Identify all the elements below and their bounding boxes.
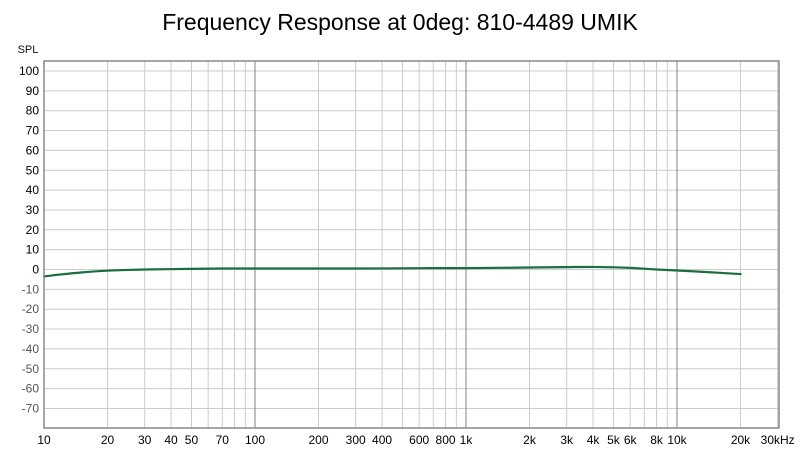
x-tick-label: 800 — [436, 433, 456, 447]
y-tick-label: -70 — [22, 401, 40, 415]
x-tick-label: 30kHz — [761, 433, 795, 447]
y-tick-label: 50 — [26, 163, 40, 177]
y-tick-label: 10 — [26, 243, 40, 257]
y-tick-label: 30 — [26, 203, 40, 217]
y-tick-label: -50 — [22, 362, 40, 376]
y-tick-label: 60 — [26, 143, 40, 157]
x-tick-label: 400 — [372, 433, 392, 447]
series-line — [42, 265, 742, 278]
x-tick-label: 1k — [460, 433, 474, 447]
y-tick-label: 70 — [26, 124, 40, 138]
y-axis-label: SPL — [18, 44, 39, 56]
y-tick-label: 0 — [32, 263, 39, 277]
series-group — [42, 265, 742, 278]
chart-title: Frequency Response at 0deg: 810-4489 UMI… — [162, 9, 638, 35]
x-tick-label: 70 — [216, 433, 230, 447]
y-tick-label: 20 — [26, 223, 40, 237]
y-tick-label: 90 — [26, 84, 40, 98]
x-tick-label: 20k — [731, 433, 751, 447]
y-tick-label: -60 — [22, 382, 40, 396]
x-tick-label: 100 — [245, 433, 265, 447]
plot-frame — [43, 60, 780, 429]
x-tick-label: 2k — [523, 433, 537, 447]
y-tick-labels: 1009080706050403020100-10-20-30-40-50-60… — [19, 64, 39, 415]
y-tick-label: -30 — [22, 322, 40, 336]
y-tick-label: -10 — [22, 282, 40, 296]
x-tick-label: 4k — [587, 433, 601, 447]
y-tick-label: 80 — [26, 104, 40, 118]
x-tick-label: 6k — [624, 433, 638, 447]
x-tick-label: 600 — [409, 433, 429, 447]
x-tick-label: 8k — [650, 433, 664, 447]
y-tick-label: -40 — [22, 342, 40, 356]
x-tick-label: 200 — [309, 433, 329, 447]
x-tick-label: 3k — [560, 433, 574, 447]
y-tick-label: 40 — [26, 183, 40, 197]
x-tick-label: 50 — [185, 433, 199, 447]
x-tick-label: 40 — [164, 433, 178, 447]
x-tick-label: 5k — [607, 433, 621, 447]
x-tick-label: 20 — [101, 433, 115, 447]
y-tick-label: 100 — [19, 64, 39, 78]
x-tick-label: 10 — [37, 433, 51, 447]
x-tick-label: 300 — [346, 433, 366, 447]
plot-area-background — [44, 61, 779, 428]
y-tick-label: -20 — [22, 302, 40, 316]
x-tick-label: 30 — [138, 433, 152, 447]
x-tick-label: 10k — [667, 433, 687, 447]
grid-lines — [43, 61, 779, 428]
x-tick-labels: 10 20 30 40 50 70 100 200 300 400 600 800 1k 2k 3k 4k 5k… — [37, 433, 794, 447]
